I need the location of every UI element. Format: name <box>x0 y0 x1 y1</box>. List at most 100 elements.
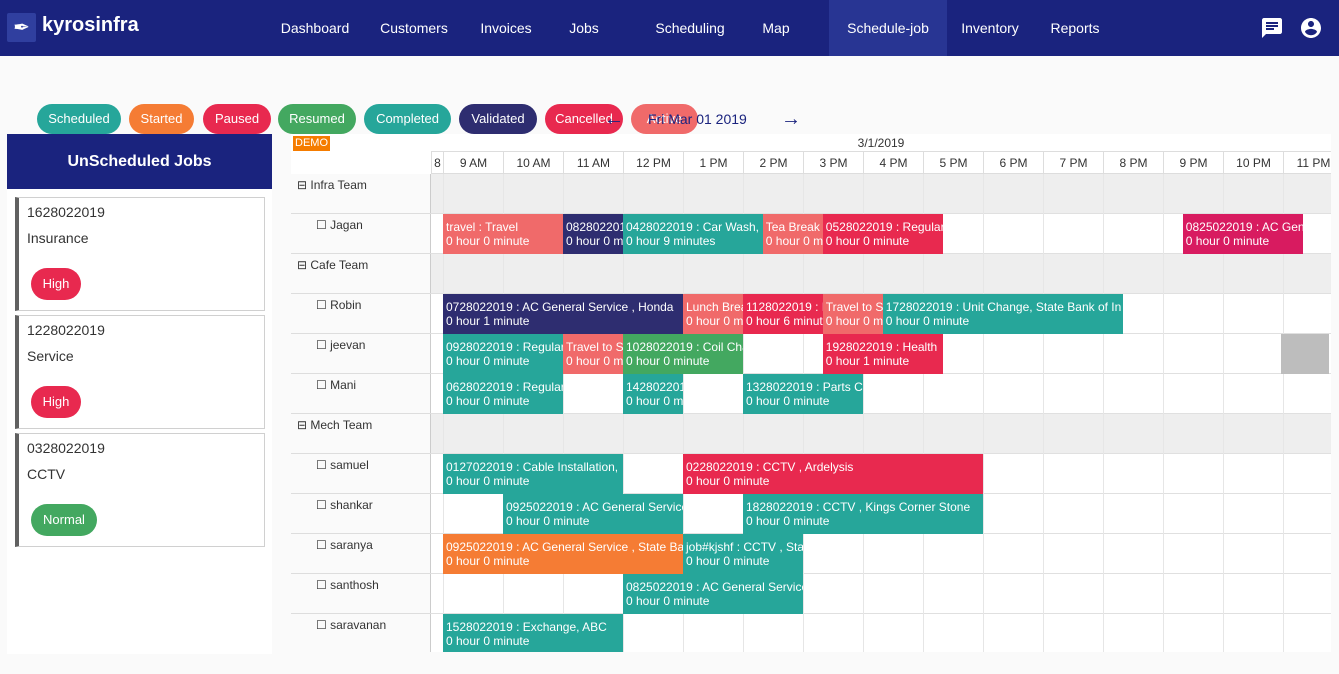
unscheduled-jobs-title: UnScheduled Jobs <box>7 134 272 189</box>
nav-invoices[interactable]: Invoices <box>480 20 532 36</box>
hour-gridline <box>1163 174 1164 652</box>
schedule-event[interactable]: Travel to Site0 hour 0 minute <box>822 294 883 334</box>
status-pill-started[interactable]: Started <box>129 104 194 134</box>
disabled-slot <box>1281 334 1329 374</box>
schedule-event[interactable]: Travel to Site0 hour 0 minute <box>563 334 623 374</box>
schedule-event[interactable]: 0825022019 : AC General Service 0 hour 0 … <box>623 574 803 614</box>
schedule-event[interactable]: 0825022019 : AC General0 hour 0 minute <box>1182 214 1303 254</box>
next-day-icon[interactable]: → <box>781 108 801 130</box>
status-pill-validated[interactable]: Validated <box>459 104 537 134</box>
brand-name[interactable]: kyrosinfra <box>42 14 139 36</box>
event-title: 1128022019 : Parts C <box>746 300 823 314</box>
resource-row-label[interactable]: ☐ Jagan <box>291 214 431 254</box>
nav-inventory[interactable]: Inventory <box>961 20 1019 36</box>
nav-scheduling[interactable]: Scheduling <box>655 20 725 36</box>
event-title: 0428022019 : Car Wash, Honda <box>626 220 763 234</box>
resource-row-label[interactable]: ☐ santhosh <box>291 574 431 614</box>
event-duration: 0 hour 0 minute <box>626 394 683 408</box>
event-title: 1828022019 : CCTV , Kings Corner Stone <box>746 500 971 514</box>
schedule-event[interactable]: 0925022019 : AC General Service 0 hour 0 … <box>503 494 683 534</box>
schedule-event[interactable]: 0728022019 : AC General Service , Honda 0… <box>443 294 683 334</box>
team-row-label[interactable]: ⊟ Infra Team <box>291 174 431 214</box>
resource-row-label[interactable]: ☐ saranya <box>291 534 431 574</box>
unscheduled-job-card[interactable]: 0328022019 CCTV Normal <box>15 433 265 547</box>
unscheduled-job-card[interactable]: 1228022019 Service High <box>15 315 265 429</box>
event-title: 0925022019 : AC General Service , State … <box>446 540 683 554</box>
status-pill-scheduled[interactable]: Scheduled <box>37 104 121 134</box>
hour-gridline <box>1223 174 1224 652</box>
schedule-event[interactable]: 0528022019 : Regular 0 hour 0 minute <box>822 214 943 254</box>
event-title: 1528022019 : Exchange, ABC <box>446 620 607 634</box>
account-icon[interactable] <box>1299 16 1323 40</box>
hour-label: 9 AM <box>443 152 503 174</box>
schedule-event[interactable]: 0925022019 : AC General Service , State … <box>443 534 683 574</box>
message-icon[interactable] <box>1260 16 1284 40</box>
nav-map[interactable]: Map <box>762 20 790 36</box>
schedule-event[interactable]: 1528022019 : Exchange, ABC 0 hour 0 minut… <box>443 614 623 652</box>
hour-label: 9 PM <box>1163 152 1223 174</box>
priority-badge: High <box>31 386 81 418</box>
resource-row-label[interactable]: ☐ jeevan <box>291 334 431 374</box>
hour-label: 12 PM <box>623 152 683 174</box>
team-row-label[interactable]: ⊟ Cafe Team <box>291 254 431 294</box>
nav-dashboard[interactable]: Dashboard <box>280 20 350 36</box>
event-duration: 0 hour 0 minute <box>566 354 623 368</box>
schedule-event[interactable]: 0228022019 : CCTV , Ardelysis 0 hour 0 mi… <box>683 454 983 494</box>
job-number: 0328022019 <box>27 440 105 456</box>
team-row <box>431 414 1331 454</box>
resource-row-label[interactable]: ☐ samuel <box>291 454 431 494</box>
schedule-event[interactable]: 1128022019 : Parts C0 hour 6 minutes <box>743 294 823 334</box>
status-pill-resumed[interactable]: Resumed <box>278 104 356 134</box>
schedule-event[interactable]: 0628022019 : Regular 0 hour 0 minute <box>443 374 563 414</box>
event-title: 0228022019 : CCTV , Ardelysis <box>686 460 854 474</box>
schedule-event[interactable]: travel : Travel 0 hour 0 minute <box>443 214 563 254</box>
status-pill-paused[interactable]: Paused <box>203 104 271 134</box>
team-row-label[interactable]: ⊟ Mech Team <box>291 414 431 454</box>
event-duration: 0 hour 0 minute <box>446 554 530 568</box>
hour-label: 10 AM <box>503 152 563 174</box>
event-duration: 0 hour 6 minutes <box>746 314 823 328</box>
event-duration: 0 hour 0 minute <box>686 314 743 328</box>
event-title: 1928022019 : Health <box>825 340 938 354</box>
resource-row-label[interactable]: ☐ shankar <box>291 494 431 534</box>
schedule-event[interactable]: 08280220190 hour 0 minute <box>563 214 623 254</box>
event-duration: 0 hour 0 minute <box>825 234 910 248</box>
event-title: Tea Break <box>765 220 820 234</box>
nav-jobs[interactable]: Jobs <box>569 20 599 36</box>
resource-row-label[interactable]: ☐ Robin <box>291 294 431 334</box>
resource-row-label[interactable]: ☐ Mani <box>291 374 431 414</box>
resource-row-label[interactable]: ☐ saravanan <box>291 614 431 652</box>
nav-schedule-job[interactable]: Schedule-job <box>829 0 947 56</box>
hour-gridline <box>983 174 984 652</box>
current-date[interactable]: Fri Mar 01 2019 <box>648 111 747 127</box>
schedule-event[interactable]: 1728022019 : Unit Change, State Bank of … <box>882 294 1123 334</box>
event-duration: 0 hour 0 minute <box>765 234 823 248</box>
hour-label: 7 PM <box>1043 152 1103 174</box>
hour-label: 11 AM <box>563 152 623 174</box>
resource-row <box>431 534 1331 574</box>
status-pill-cancelled[interactable]: Cancelled <box>545 104 623 134</box>
event-title: Travel to Site <box>566 340 623 354</box>
schedule-event[interactable]: 14280220190 hour 0 minute <box>623 374 683 414</box>
nav-customers[interactable]: Customers <box>380 20 448 36</box>
schedule-event[interactable]: 0928022019 : Regular 0 hour 0 minute <box>443 334 563 374</box>
status-pill-active[interactable]: Active <box>631 104 698 134</box>
schedule-event[interactable]: 1828022019 : CCTV , Kings Corner Stone 0 … <box>743 494 983 534</box>
event-title: 1328022019 : Parts C <box>746 380 863 394</box>
hour-label: 8 PM <box>1103 152 1163 174</box>
schedule-event[interactable]: 0127022019 : Cable Installation, 0 hour 0… <box>443 454 623 494</box>
schedule-event[interactable]: 1928022019 : Health 0 hour 1 minute <box>822 334 943 374</box>
feather-icon[interactable]: ✒ <box>7 13 36 42</box>
hour-gridline <box>563 174 564 652</box>
prev-day-icon[interactable]: ← <box>604 108 624 130</box>
schedule-event[interactable]: job#kjshf : CCTV , State 0 hour 0 minute <box>683 534 803 574</box>
nav-reports[interactable]: Reports <box>1050 20 1100 36</box>
status-pill-completed[interactable]: Completed <box>364 104 451 134</box>
unscheduled-job-card[interactable]: 1628022019 Insurance High <box>15 197 265 311</box>
